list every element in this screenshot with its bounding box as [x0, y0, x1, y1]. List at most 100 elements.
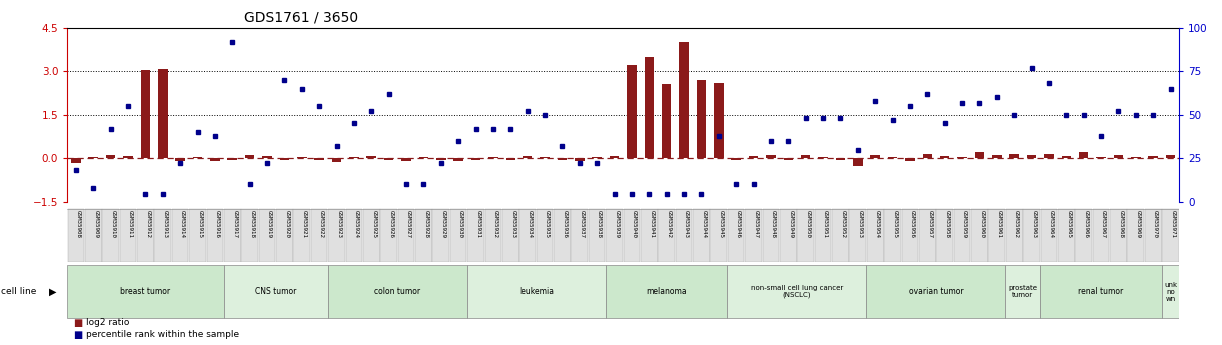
Text: GSM35955: GSM35955 — [892, 210, 897, 238]
Bar — [1009, 154, 1019, 158]
Text: GSM35918: GSM35918 — [249, 210, 254, 238]
Bar — [697, 80, 706, 158]
Text: GSM35961: GSM35961 — [997, 210, 1002, 238]
Bar — [819, 157, 827, 158]
Bar — [297, 157, 307, 158]
Text: ■: ■ — [73, 330, 83, 339]
Text: GSM35958: GSM35958 — [945, 210, 949, 238]
Bar — [137, 209, 154, 262]
Bar — [662, 84, 671, 158]
Bar — [453, 158, 463, 161]
Bar — [244, 155, 254, 158]
Bar — [693, 209, 710, 262]
Bar — [310, 209, 327, 262]
Bar — [363, 209, 380, 262]
Bar — [1023, 209, 1040, 262]
Bar — [849, 209, 866, 262]
Bar — [971, 209, 987, 262]
Text: GSM35962: GSM35962 — [1014, 210, 1019, 238]
Bar — [644, 57, 654, 158]
Bar — [766, 155, 776, 158]
Bar — [88, 157, 98, 158]
Text: percentile rank within the sample: percentile rank within the sample — [86, 330, 238, 339]
Text: GSM35935: GSM35935 — [545, 210, 550, 238]
Bar — [384, 158, 393, 160]
Text: GSM35946: GSM35946 — [736, 210, 742, 238]
Text: GSM35930: GSM35930 — [458, 210, 463, 238]
Bar — [276, 209, 293, 262]
Text: GSM35947: GSM35947 — [754, 210, 759, 238]
Bar — [106, 155, 115, 158]
Bar — [953, 209, 970, 262]
Bar — [259, 209, 275, 262]
Bar — [329, 209, 345, 262]
Text: GSM35970: GSM35970 — [1154, 210, 1158, 238]
Bar — [189, 209, 205, 262]
Text: GSM35910: GSM35910 — [111, 210, 116, 238]
Text: GSM35953: GSM35953 — [858, 210, 863, 238]
Bar — [780, 209, 797, 262]
Bar — [397, 209, 414, 262]
Bar — [1110, 209, 1127, 262]
Text: GSM35922: GSM35922 — [319, 210, 324, 238]
Bar — [745, 209, 761, 262]
Bar — [783, 158, 793, 160]
Bar — [280, 158, 290, 160]
Bar — [293, 209, 310, 262]
Text: GSM35952: GSM35952 — [841, 210, 846, 238]
Bar — [172, 209, 188, 262]
Bar — [728, 209, 744, 262]
Bar — [1026, 155, 1036, 158]
Bar — [906, 158, 915, 160]
Text: GSM35916: GSM35916 — [215, 210, 220, 238]
Text: GSM35965: GSM35965 — [1067, 210, 1072, 238]
Bar — [989, 209, 1006, 262]
Bar — [367, 156, 376, 158]
Bar — [1096, 157, 1106, 158]
Bar — [923, 154, 932, 158]
Text: unk
no
wn: unk no wn — [1165, 282, 1177, 302]
Text: GSM35925: GSM35925 — [371, 210, 376, 238]
Bar — [902, 209, 918, 262]
Text: GSM35919: GSM35919 — [268, 210, 273, 238]
Bar — [936, 209, 953, 262]
Bar — [331, 158, 341, 162]
Bar — [1006, 209, 1023, 262]
Bar — [86, 209, 101, 262]
Bar — [1079, 152, 1089, 158]
Bar — [1058, 209, 1074, 262]
Text: GSM35942: GSM35942 — [667, 210, 672, 238]
Bar — [1132, 157, 1140, 158]
Bar — [158, 69, 167, 158]
Bar — [1162, 209, 1179, 262]
Bar — [467, 265, 606, 318]
Text: GSM35920: GSM35920 — [285, 210, 290, 238]
Bar — [1041, 209, 1057, 262]
Bar — [975, 152, 984, 158]
Text: GSM35948: GSM35948 — [771, 210, 776, 238]
Text: GSM35943: GSM35943 — [684, 210, 689, 238]
Text: GSM35956: GSM35956 — [910, 210, 915, 238]
Bar — [141, 70, 150, 158]
Bar — [470, 158, 480, 160]
Bar — [606, 209, 623, 262]
Text: ovarian tumor: ovarian tumor — [909, 287, 963, 296]
Text: GSM35931: GSM35931 — [475, 210, 480, 238]
Text: breast tumor: breast tumor — [120, 287, 170, 296]
Bar — [193, 157, 203, 158]
Bar — [679, 42, 689, 158]
Bar — [1075, 209, 1092, 262]
Bar — [885, 209, 901, 262]
Bar — [227, 158, 237, 160]
Bar — [120, 209, 137, 262]
Text: GSM35971: GSM35971 — [1171, 210, 1176, 238]
Bar — [815, 209, 831, 262]
Text: GSM35963: GSM35963 — [1031, 210, 1036, 238]
Bar — [1006, 265, 1040, 318]
Text: melanoma: melanoma — [646, 287, 687, 296]
Bar — [224, 265, 327, 318]
Text: ■: ■ — [73, 318, 83, 327]
Bar — [263, 156, 271, 158]
Bar — [866, 209, 884, 262]
Bar — [436, 158, 446, 160]
